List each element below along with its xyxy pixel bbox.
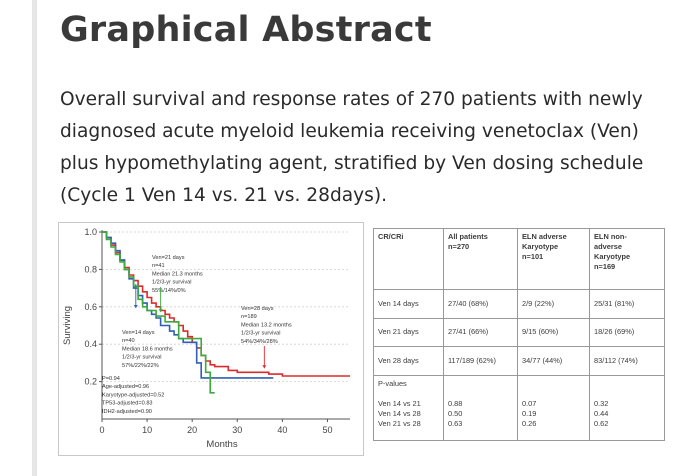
pvalue-label: P-values	[378, 379, 407, 389]
pvalue: 0.50	[448, 409, 463, 419]
comparison-label: Ven 14 vs 28	[378, 409, 421, 419]
annotation-line: 1/2/3-yr survival	[241, 331, 280, 337]
chart-annotation: Ven=21 days n=41 Median 21.3 months 1/2/3-y…	[152, 255, 203, 294]
header-line: All patients	[448, 232, 488, 241]
page-title: Graphical Abstract	[60, 10, 432, 50]
header-line: Karyotype	[594, 252, 631, 261]
annotation-arrowhead	[262, 365, 267, 369]
annotation-line: Ven=14 days	[122, 330, 155, 336]
table-cell: 25/31 (81%)	[589, 288, 665, 319]
pvalue: 0.63	[448, 419, 463, 429]
pvalue: 0.44	[594, 409, 609, 419]
comparison-label: Ven 21 vs 28	[378, 419, 421, 429]
table-cell: Ven 28 days	[373, 346, 444, 377]
y-tick-label: 1.0	[84, 227, 97, 237]
y-tick-label: 0.2	[84, 377, 97, 387]
annotation-line: Ven=28 days	[241, 306, 274, 312]
table-cell: 83/112 (74%)	[589, 346, 665, 377]
header-line: adverse	[594, 242, 622, 251]
abstract-description: Overall survival and response rates of 2…	[60, 89, 644, 206]
left-border-rule	[32, 0, 37, 476]
annotation-line: P=0.94	[102, 376, 120, 382]
annotation-line: 54%/34%/28%	[241, 339, 278, 345]
pvalue: 0.19	[522, 409, 537, 419]
annotation-line: Median 21.3 months	[152, 271, 203, 277]
pvalue-row: P-values Ven 14 vs 21 Ven 14 vs 28 Ven 2…	[373, 375, 665, 441]
chart-annotation: P=0.94 Age-adjusted=0.96 Karyotype-adjuste…	[102, 376, 164, 415]
table-cell: 34/77 (44%)	[517, 346, 590, 377]
pvalue: 0.07	[522, 399, 537, 409]
chart-annotation: Ven=14 days n=40 Median 18.6 months 1/2/3-y…	[122, 330, 173, 369]
annotation-line: 55%/14%/0%	[152, 288, 186, 294]
header-cell: All patients n=270	[443, 228, 518, 290]
annotation-line: Median 18.6 months	[122, 346, 173, 352]
survival-curve-2	[102, 231, 215, 394]
pvalue: 0.26	[522, 419, 537, 429]
x-tick-label: 10	[142, 425, 152, 435]
annotation-arrowhead	[133, 305, 138, 308]
table-cell: 117/189 (62%)	[443, 346, 518, 377]
table-cell: 27/41 (66%)	[443, 317, 518, 348]
pvalue: 0.88	[448, 399, 463, 409]
y-tick-label: 0.8	[84, 264, 97, 274]
annotation-line: IDH2-adjusted=0.90	[102, 409, 152, 415]
header-line: n=270	[448, 242, 470, 251]
annotation-line: Ven=21 days	[152, 255, 185, 261]
annotation-line: n=41	[152, 263, 165, 269]
pvalue-cell: 0.32 0.44 0.62	[589, 375, 665, 441]
header-line: CR/CRi	[378, 232, 404, 241]
annotation-line: 57%/22%/22%	[122, 363, 159, 369]
pvalue-cell: 0.88 0.50 0.63	[443, 375, 518, 441]
x-axis-label: Months	[206, 439, 237, 450]
survival-chart: 0.2 0.4 0.6 0.8 1.0 0 10 20 30 40 50 Months Survivin…	[58, 222, 364, 456]
table-cell: 2/9 (22%)	[517, 288, 590, 319]
annotation-line: 1/2/3-yr survival	[122, 355, 161, 361]
header-cell: CR/CRi	[373, 228, 444, 290]
pvalue-label-cell: P-values Ven 14 vs 21 Ven 14 vs 28 Ven 2…	[373, 375, 444, 441]
annotation-line: Age-adjusted=0.96	[102, 384, 149, 390]
x-tick-label: 40	[277, 425, 287, 435]
header-line: Karyotype	[522, 242, 559, 251]
x-tick-label: 50	[322, 425, 332, 435]
header-line: n=169	[594, 262, 616, 271]
pvalue: 0.32	[594, 399, 609, 409]
y-tick-label: 0.4	[84, 339, 97, 349]
header-line: n=101	[522, 252, 544, 261]
header-line: ELN non-	[594, 232, 627, 241]
header-cell: ELN non- adverse Karyotype n=169	[589, 228, 665, 290]
table-cell: 27/40 (68%)	[443, 288, 518, 319]
table-header-row: CR/CRi All patients n=270 ELN adverse Ka…	[373, 228, 665, 290]
y-axis-label: Surviving	[62, 306, 73, 345]
annotation-line: TP53-adjusted=0.83	[102, 401, 153, 407]
table-row: Ven 28 days 117/189 (62%) 34/77 (44%) 83…	[373, 346, 665, 377]
response-rate-table: CR/CRi All patients n=270 ELN adverse Ka…	[373, 228, 665, 441]
x-tick-label: 0	[99, 425, 104, 435]
x-tick-label: 20	[187, 425, 197, 435]
annotation-line: 1/2/3-yr survival	[152, 280, 191, 286]
table-cell: Ven 21 days	[373, 317, 444, 348]
annotation-arrowhead	[158, 309, 163, 313]
chart-frame	[58, 222, 364, 456]
comparison-label: Ven 14 vs 21	[378, 399, 421, 409]
chart-annotation: Ven=28 days n=189 Median 13.2 months 1/2/3-…	[241, 306, 292, 345]
annotation-line: Karyotype-adjusted=0.52	[102, 392, 164, 398]
table-cell: 18/26 (69%)	[589, 317, 665, 348]
table-row: Ven 14 days 27/40 (68%) 2/9 (22%) 25/31 …	[373, 288, 665, 319]
pvalue: 0.62	[594, 419, 609, 429]
header-cell: ELN adverse Karyotype n=101	[517, 228, 590, 290]
annotation-line: n=189	[241, 314, 257, 320]
table-cell: 9/15 (60%)	[517, 317, 590, 348]
y-tick-label: 0.6	[84, 302, 97, 312]
table-cell: Ven 14 days	[373, 288, 444, 319]
annotation-line: Median 13.2 months	[241, 322, 292, 328]
km-survival-plot: 0.2 0.4 0.6 0.8 1.0 0 10 20 30 40 50 Months Survivin…	[58, 222, 364, 456]
annotation-line: n=40	[122, 338, 135, 344]
header-line: ELN adverse	[522, 232, 567, 241]
x-tick-label: 30	[232, 425, 242, 435]
table-row: Ven 21 days 27/41 (66%) 9/15 (60%) 18/26…	[373, 317, 665, 348]
pvalue-cell: 0.07 0.19 0.26	[517, 375, 590, 441]
